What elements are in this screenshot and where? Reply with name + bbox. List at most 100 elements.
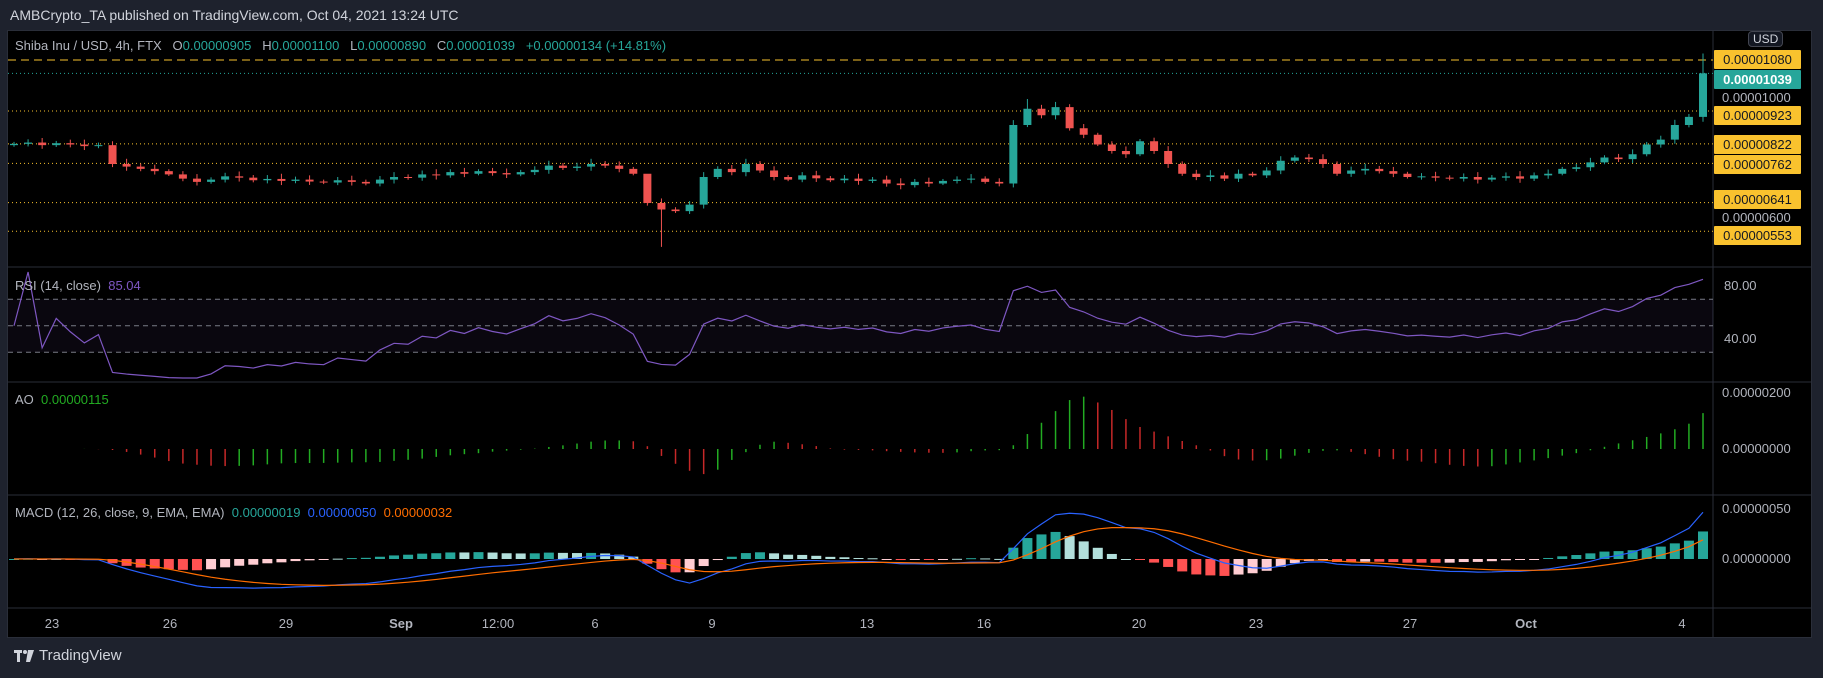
macd-hist-bar	[909, 559, 920, 560]
candle-body	[1347, 170, 1356, 174]
candle-body	[530, 169, 539, 173]
macd-hist-bar	[712, 559, 723, 561]
macd-hist-bar	[1008, 547, 1019, 559]
ao-label: AO	[15, 392, 34, 407]
rsi-value: 85.04	[108, 278, 141, 293]
macd-hist-bar	[937, 559, 948, 560]
rsi-line	[13, 271, 1704, 379]
candle-body	[784, 177, 793, 180]
candle-body	[643, 173, 652, 203]
macd-hist-bar	[1036, 534, 1047, 559]
macd-hist-bar	[994, 558, 1005, 560]
macd-hist-bar	[1444, 559, 1455, 563]
candle-body	[333, 180, 342, 183]
candle-body	[924, 181, 933, 184]
candle-body	[812, 175, 821, 179]
candle-body	[1516, 176, 1525, 179]
low-value: 0.00000890	[357, 38, 427, 53]
candle-body	[1333, 164, 1342, 174]
macd-tick: 0.00000000	[1722, 551, 1791, 566]
macd-hist-bar	[403, 554, 414, 559]
macd-hist-bar	[867, 558, 878, 560]
candle-body	[263, 178, 272, 181]
macd-hist-bar	[346, 558, 357, 560]
candle-body	[854, 178, 863, 181]
candle-body	[1670, 125, 1679, 140]
macd-hist-bar	[966, 558, 977, 560]
symbol-legend: Shiba Inu / USD, 4h, FTX O0.00000905 H0.…	[15, 38, 666, 53]
candle-body	[544, 165, 553, 170]
macd-hist-bar	[726, 556, 737, 559]
candle-body	[502, 173, 511, 175]
time-tick: 16	[976, 616, 992, 631]
candle-body	[207, 179, 216, 182]
macd-hist-bar	[431, 553, 442, 559]
macd-hist-bar	[1289, 559, 1300, 564]
macd-hist-bar	[628, 556, 639, 559]
macd-hist-bar	[1529, 559, 1540, 560]
candle-body	[1234, 173, 1243, 179]
time-tick: 6	[591, 616, 599, 631]
candle-body	[727, 168, 736, 173]
candle-body	[1628, 154, 1637, 160]
time-tick: 9	[708, 616, 716, 631]
macd-hist-bar	[1275, 559, 1286, 567]
macd-hist-bar	[923, 559, 934, 560]
candle-body	[375, 179, 384, 184]
macd-hist-bar	[797, 554, 808, 559]
macd-hist-bar	[1163, 559, 1174, 567]
close-value: 0.00001039	[446, 38, 515, 53]
candle-body	[1600, 157, 1609, 163]
time-tick: 29	[278, 616, 294, 631]
candle-body	[1290, 157, 1299, 161]
macd-hist-bar	[1515, 559, 1526, 560]
candle-body	[432, 174, 441, 176]
candle-body	[1051, 107, 1060, 116]
symbol-name[interactable]: Shiba Inu / USD, 4h, FTX	[15, 38, 162, 53]
macd-hist-bar	[1135, 559, 1145, 560]
macd-hist-bar	[529, 553, 540, 559]
macd-hist-bar	[1599, 551, 1610, 559]
macd-hist-bar	[417, 553, 428, 559]
candle-body	[1445, 177, 1454, 179]
currency-button[interactable]: USD	[1748, 31, 1784, 47]
open-label: O	[172, 38, 183, 53]
candle-body	[1206, 175, 1215, 177]
macd-hist-bar	[515, 553, 526, 559]
macd-hist-bar	[740, 553, 751, 559]
time-tick: 20	[1131, 616, 1147, 631]
ao-tick: 0.00000000	[1722, 441, 1791, 456]
macd-hist-bar	[557, 552, 568, 559]
candle-body	[1037, 108, 1046, 116]
candle-body	[1192, 173, 1201, 177]
tradingview-logo[interactable]: TradingView	[14, 647, 122, 664]
macd-hist-bar	[107, 559, 118, 564]
candle-body	[1544, 173, 1553, 176]
candle-body	[967, 178, 976, 180]
candle-body	[347, 180, 356, 182]
ao-legend[interactable]: AO 0.00000115	[15, 392, 109, 407]
macd-hist-bar	[1571, 555, 1582, 559]
macd-hist-bar	[1022, 538, 1033, 559]
rsi-legend[interactable]: RSI (14, close) 85.04	[15, 278, 141, 293]
macd-hist-bar	[1120, 558, 1131, 560]
macd-hist-bar	[600, 553, 611, 559]
candle-body	[516, 172, 525, 175]
candle-body	[896, 183, 905, 186]
macd-hist-bar	[262, 559, 273, 564]
price-level-tag: 0.00000822	[1714, 135, 1801, 154]
time-tick: 27	[1402, 616, 1418, 631]
macd-hist-bar	[572, 553, 582, 559]
macd-hist-bar	[754, 552, 765, 559]
time-tick: 13	[859, 616, 875, 631]
price-grid-label: 0.00001000	[1722, 90, 1791, 105]
candle-body	[52, 143, 61, 146]
candle-body	[573, 166, 581, 168]
candle-body	[1417, 176, 1426, 178]
price-level-tag: 0.00000923	[1714, 106, 1801, 125]
price-level-tag: 0.00000553	[1714, 226, 1801, 245]
macd-hist-bar	[318, 559, 329, 560]
macd-legend[interactable]: MACD (12, 26, close, 9, EMA, EMA) 0.0000…	[15, 505, 452, 520]
candle-body	[1431, 176, 1440, 178]
